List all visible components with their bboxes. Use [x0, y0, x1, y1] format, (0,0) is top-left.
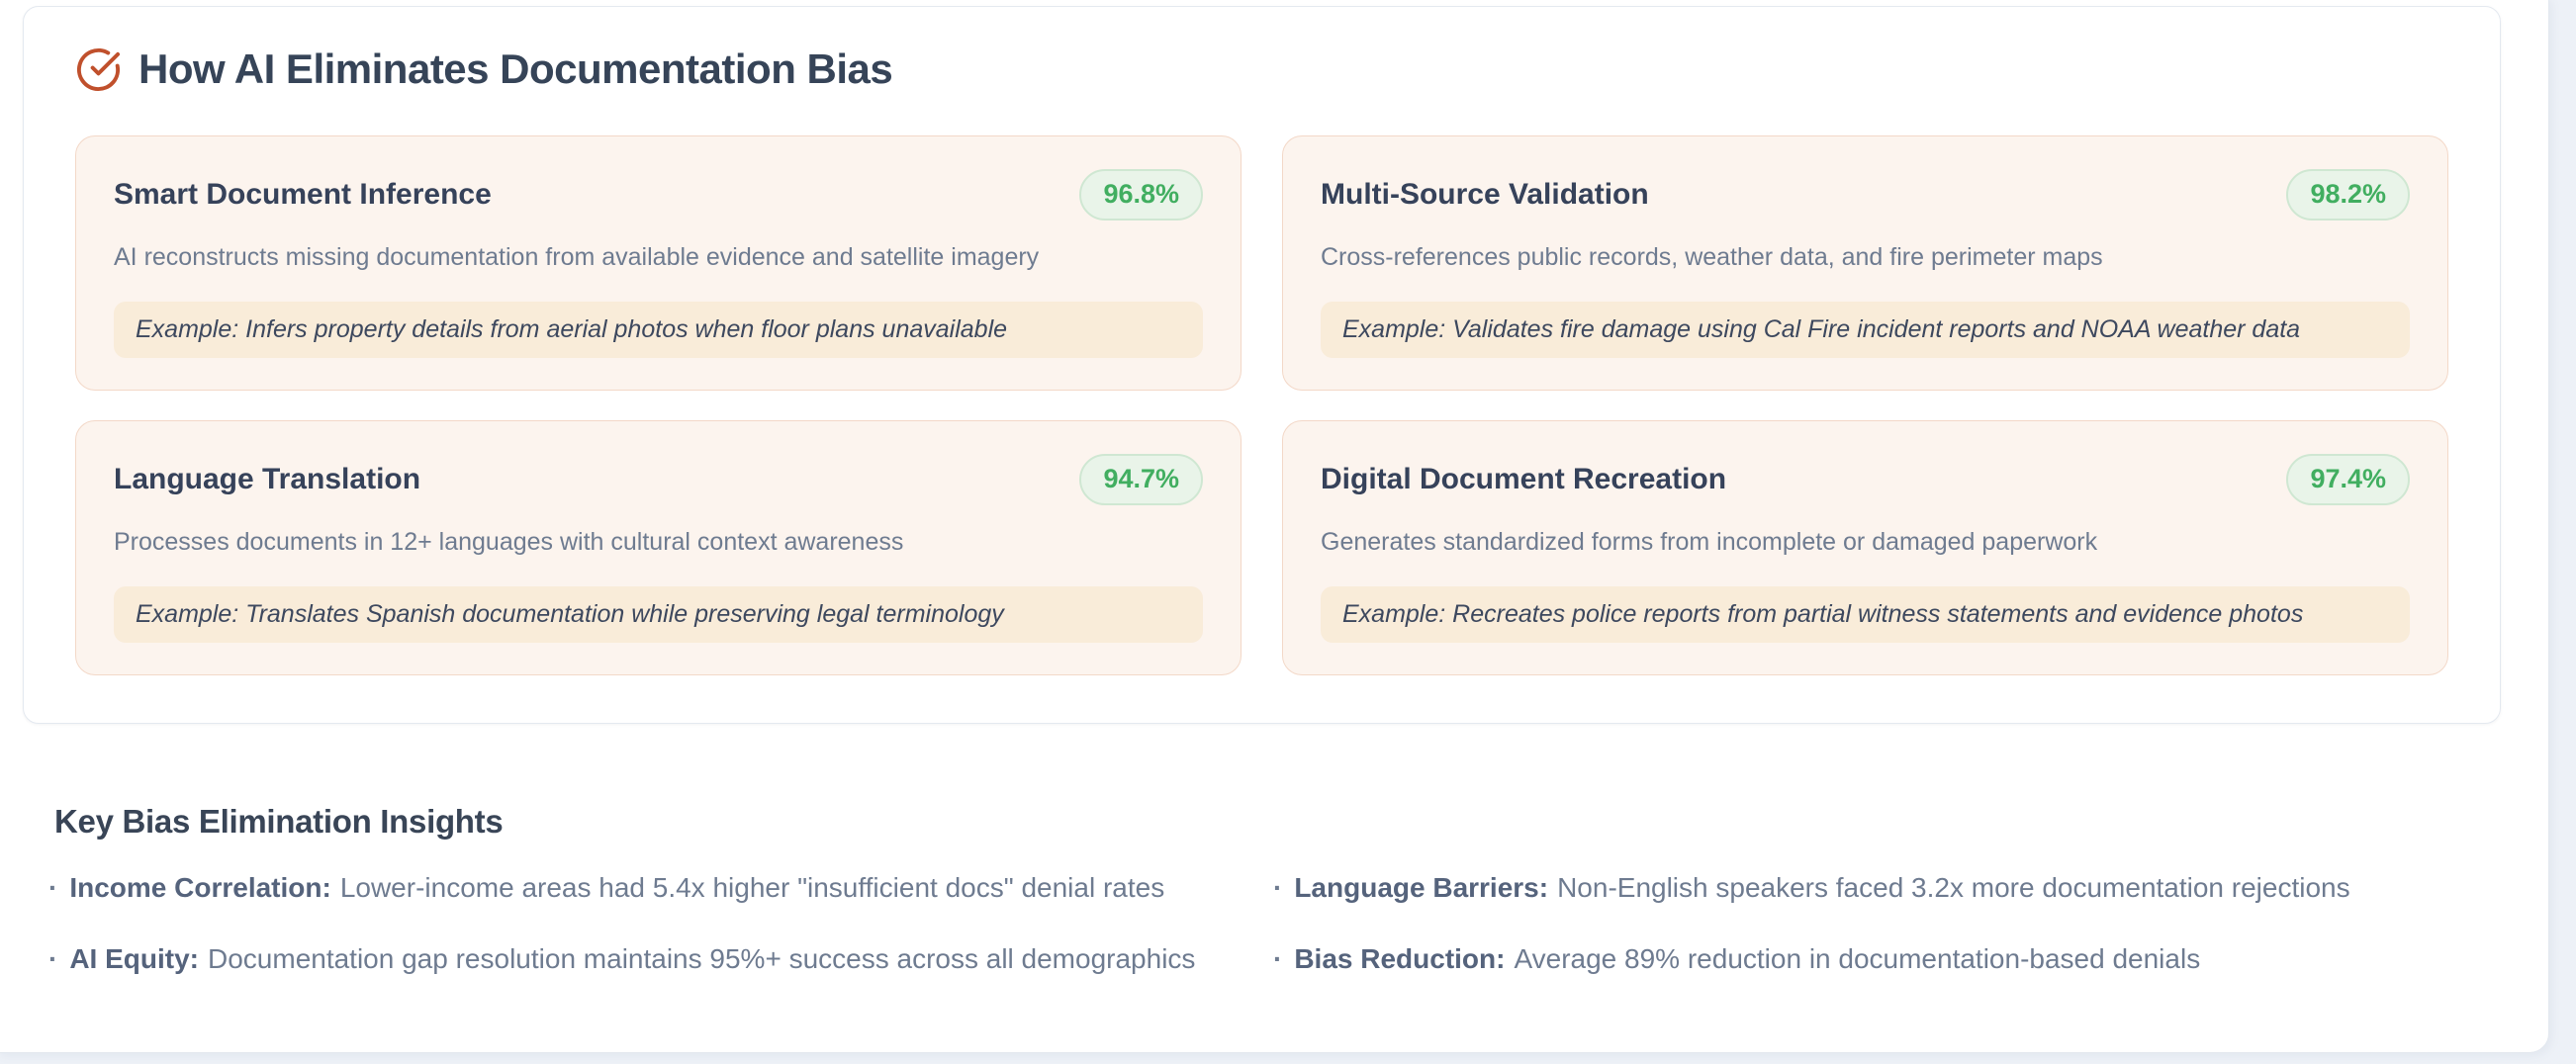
feature-example: Example: Infers property details from ae… — [114, 302, 1203, 358]
feature-card-smart-document-inference: Smart Document Inference 96.8% AI recons… — [75, 135, 1242, 391]
feature-example: Example: Translates Spanish documentatio… — [114, 586, 1203, 643]
feature-card-header: Language Translation 94.7% — [114, 454, 1203, 505]
feature-description: Processes documents in 12+ languages wit… — [114, 528, 904, 556]
feature-card-multi-source-validation: Multi-Source Validation 98.2% Cross-refe… — [1282, 135, 2448, 391]
feature-card-language-translation: Language Translation 94.7% Processes doc… — [75, 420, 1242, 675]
feature-description: AI reconstructs missing documentation fr… — [114, 243, 1040, 271]
bullet-icon: · — [48, 943, 58, 974]
feature-title: Language Translation — [114, 463, 421, 495]
feature-title: Digital Document Recreation — [1321, 463, 1727, 495]
insight-label: AI Equity: — [69, 943, 199, 974]
insight-ai-equity: · AI Equity: Documentation gap resolution … — [48, 938, 1273, 979]
insight-text: Average 89% reduction in documentation-b… — [1514, 943, 2201, 974]
accuracy-badge: 96.8% — [1079, 169, 1203, 221]
circle-check-icon — [76, 47, 121, 91]
accuracy-badge: 94.7% — [1079, 454, 1203, 505]
insight-language-barriers: · Language Barriers: Non-English speakers … — [1273, 867, 2484, 908]
insight-bias-reduction: · Bias Reduction: Average 89% reduction in… — [1273, 938, 2484, 979]
insights-section: Key Bias Elimination Insights · Income Co… — [48, 803, 2484, 979]
bullet-icon: · — [48, 872, 58, 903]
feature-card-digital-document-recreation: Digital Document Recreation 97.4% Genera… — [1282, 420, 2448, 675]
insight-label: Income Correlation: — [69, 872, 331, 903]
insight-text: Non-English speakers faced 3.2x more doc… — [1557, 872, 2350, 903]
feature-example: Example: Recreates police reports from p… — [1321, 586, 2410, 643]
card-header: How AI Eliminates Documentation Bias — [75, 43, 2448, 96]
feature-card-header: Multi-Source Validation 98.2% — [1321, 169, 2410, 221]
feature-card-header: Digital Document Recreation 97.4% — [1321, 454, 2410, 505]
accuracy-badge: 98.2% — [2286, 169, 2410, 221]
bullet-icon: · — [1273, 943, 1283, 974]
feature-title: Multi-Source Validation — [1321, 178, 1649, 211]
bullet-icon: · — [1273, 872, 1283, 903]
insight-income-correlation: · Income Correlation: Lower-income areas h… — [48, 867, 1273, 908]
content-panel: How AI Eliminates Documentation Bias Sma… — [0, 0, 2549, 1053]
feature-title: Smart Document Inference — [114, 178, 492, 211]
page-title: How AI Eliminates Documentation Bias — [138, 45, 893, 92]
feature-example: Example: Validates fire damage using Cal… — [1321, 302, 2410, 358]
insights-title: Key Bias Elimination Insights — [54, 803, 504, 840]
feature-card-grid: Smart Document Inference 96.8% AI recons… — [75, 135, 2448, 675]
insight-label: Language Barriers: — [1294, 872, 1549, 903]
feature-description: Generates standardized forms from incomp… — [1321, 528, 2098, 556]
accuracy-badge: 97.4% — [2286, 454, 2410, 505]
feature-card-header: Smart Document Inference 96.8% — [114, 169, 1203, 221]
feature-description: Cross-references public records, weather… — [1321, 243, 2103, 271]
insight-label: Bias Reduction: — [1294, 943, 1506, 974]
insights-list: · Income Correlation: Lower-income areas h… — [48, 867, 2484, 979]
insight-text: Lower-income areas had 5.4x higher "insu… — [339, 872, 1165, 903]
insight-text: Documentation gap resolution maintains 9… — [208, 943, 1196, 974]
ai-documentation-bias-card: How AI Eliminates Documentation Bias Sma… — [23, 6, 2501, 724]
